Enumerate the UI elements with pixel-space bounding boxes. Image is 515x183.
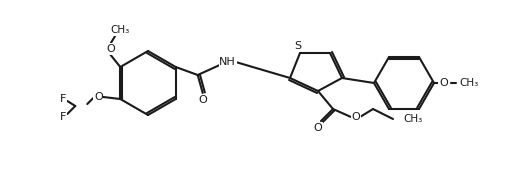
Text: O: O	[106, 44, 115, 54]
Text: O: O	[352, 112, 360, 122]
Text: CH₃: CH₃	[110, 25, 130, 35]
Text: O: O	[439, 78, 448, 88]
Text: F: F	[60, 112, 66, 122]
Text: O: O	[198, 95, 207, 105]
Text: NH: NH	[219, 57, 236, 67]
Text: S: S	[295, 41, 302, 51]
Text: O: O	[314, 123, 322, 133]
Text: CH₃: CH₃	[459, 78, 478, 88]
Text: F: F	[60, 94, 66, 104]
Text: O: O	[94, 92, 102, 102]
Text: CH₃: CH₃	[403, 114, 422, 124]
